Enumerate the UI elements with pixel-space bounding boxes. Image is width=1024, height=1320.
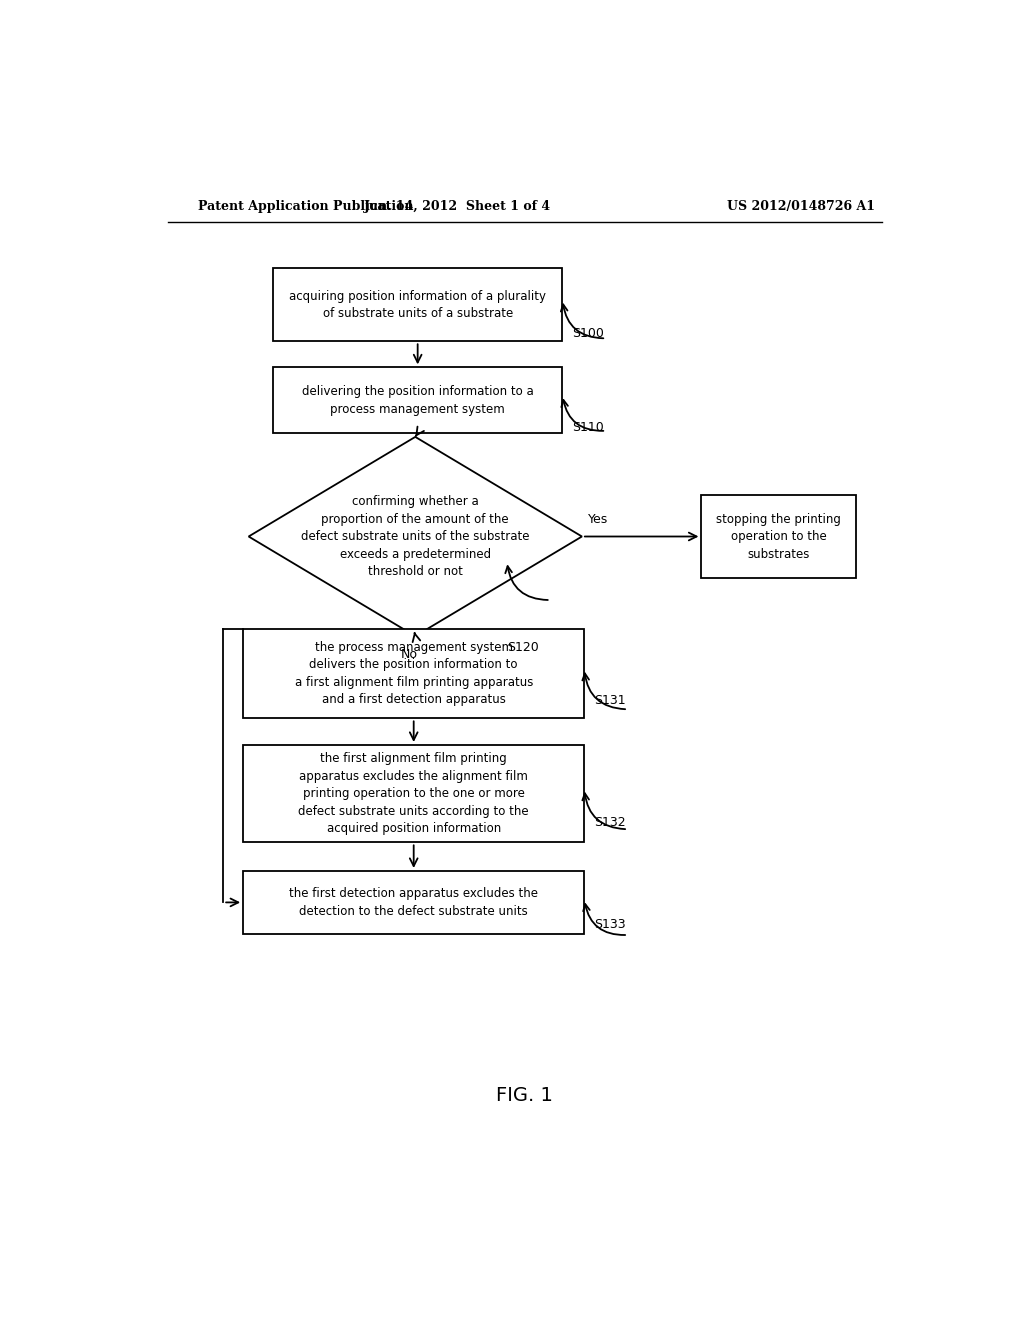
Text: S132: S132: [594, 816, 626, 829]
Text: US 2012/0148726 A1: US 2012/0148726 A1: [727, 199, 876, 213]
Bar: [701, 495, 856, 578]
Text: confirming whether a
proportion of the amount of the
defect substrate units of t: confirming whether a proportion of the a…: [301, 495, 529, 578]
Text: acquiring position information of a plurality
of substrate units of a substrate: acquiring position information of a plur…: [289, 289, 546, 319]
Text: S131: S131: [594, 694, 626, 708]
Text: Jun. 14, 2012  Sheet 1 of 4: Jun. 14, 2012 Sheet 1 of 4: [364, 199, 551, 213]
Text: delivering the position information to a
process management system: delivering the position information to a…: [302, 385, 534, 416]
Text: FIG. 1: FIG. 1: [497, 1086, 553, 1105]
Bar: [243, 744, 585, 842]
Text: S100: S100: [572, 327, 604, 341]
Text: the process management system
delivers the position information to
a first align: the process management system delivers t…: [295, 642, 532, 706]
Text: stopping the printing
operation to the
substrates: stopping the printing operation to the s…: [717, 512, 841, 561]
Text: S110: S110: [572, 421, 604, 434]
Bar: [243, 871, 585, 935]
Bar: [272, 268, 562, 342]
Text: Yes: Yes: [588, 513, 608, 527]
Text: the first alignment film printing
apparatus excludes the alignment film
printing: the first alignment film printing appara…: [298, 752, 529, 836]
Text: No: No: [400, 648, 418, 661]
Text: S133: S133: [594, 917, 626, 931]
Text: S120: S120: [507, 642, 539, 655]
Text: Patent Application Publication: Patent Application Publication: [198, 199, 414, 213]
Text: the first detection apparatus excludes the
detection to the defect substrate uni: the first detection apparatus excludes t…: [289, 887, 539, 917]
Polygon shape: [249, 437, 582, 636]
Bar: [243, 630, 585, 718]
Bar: [272, 367, 562, 433]
